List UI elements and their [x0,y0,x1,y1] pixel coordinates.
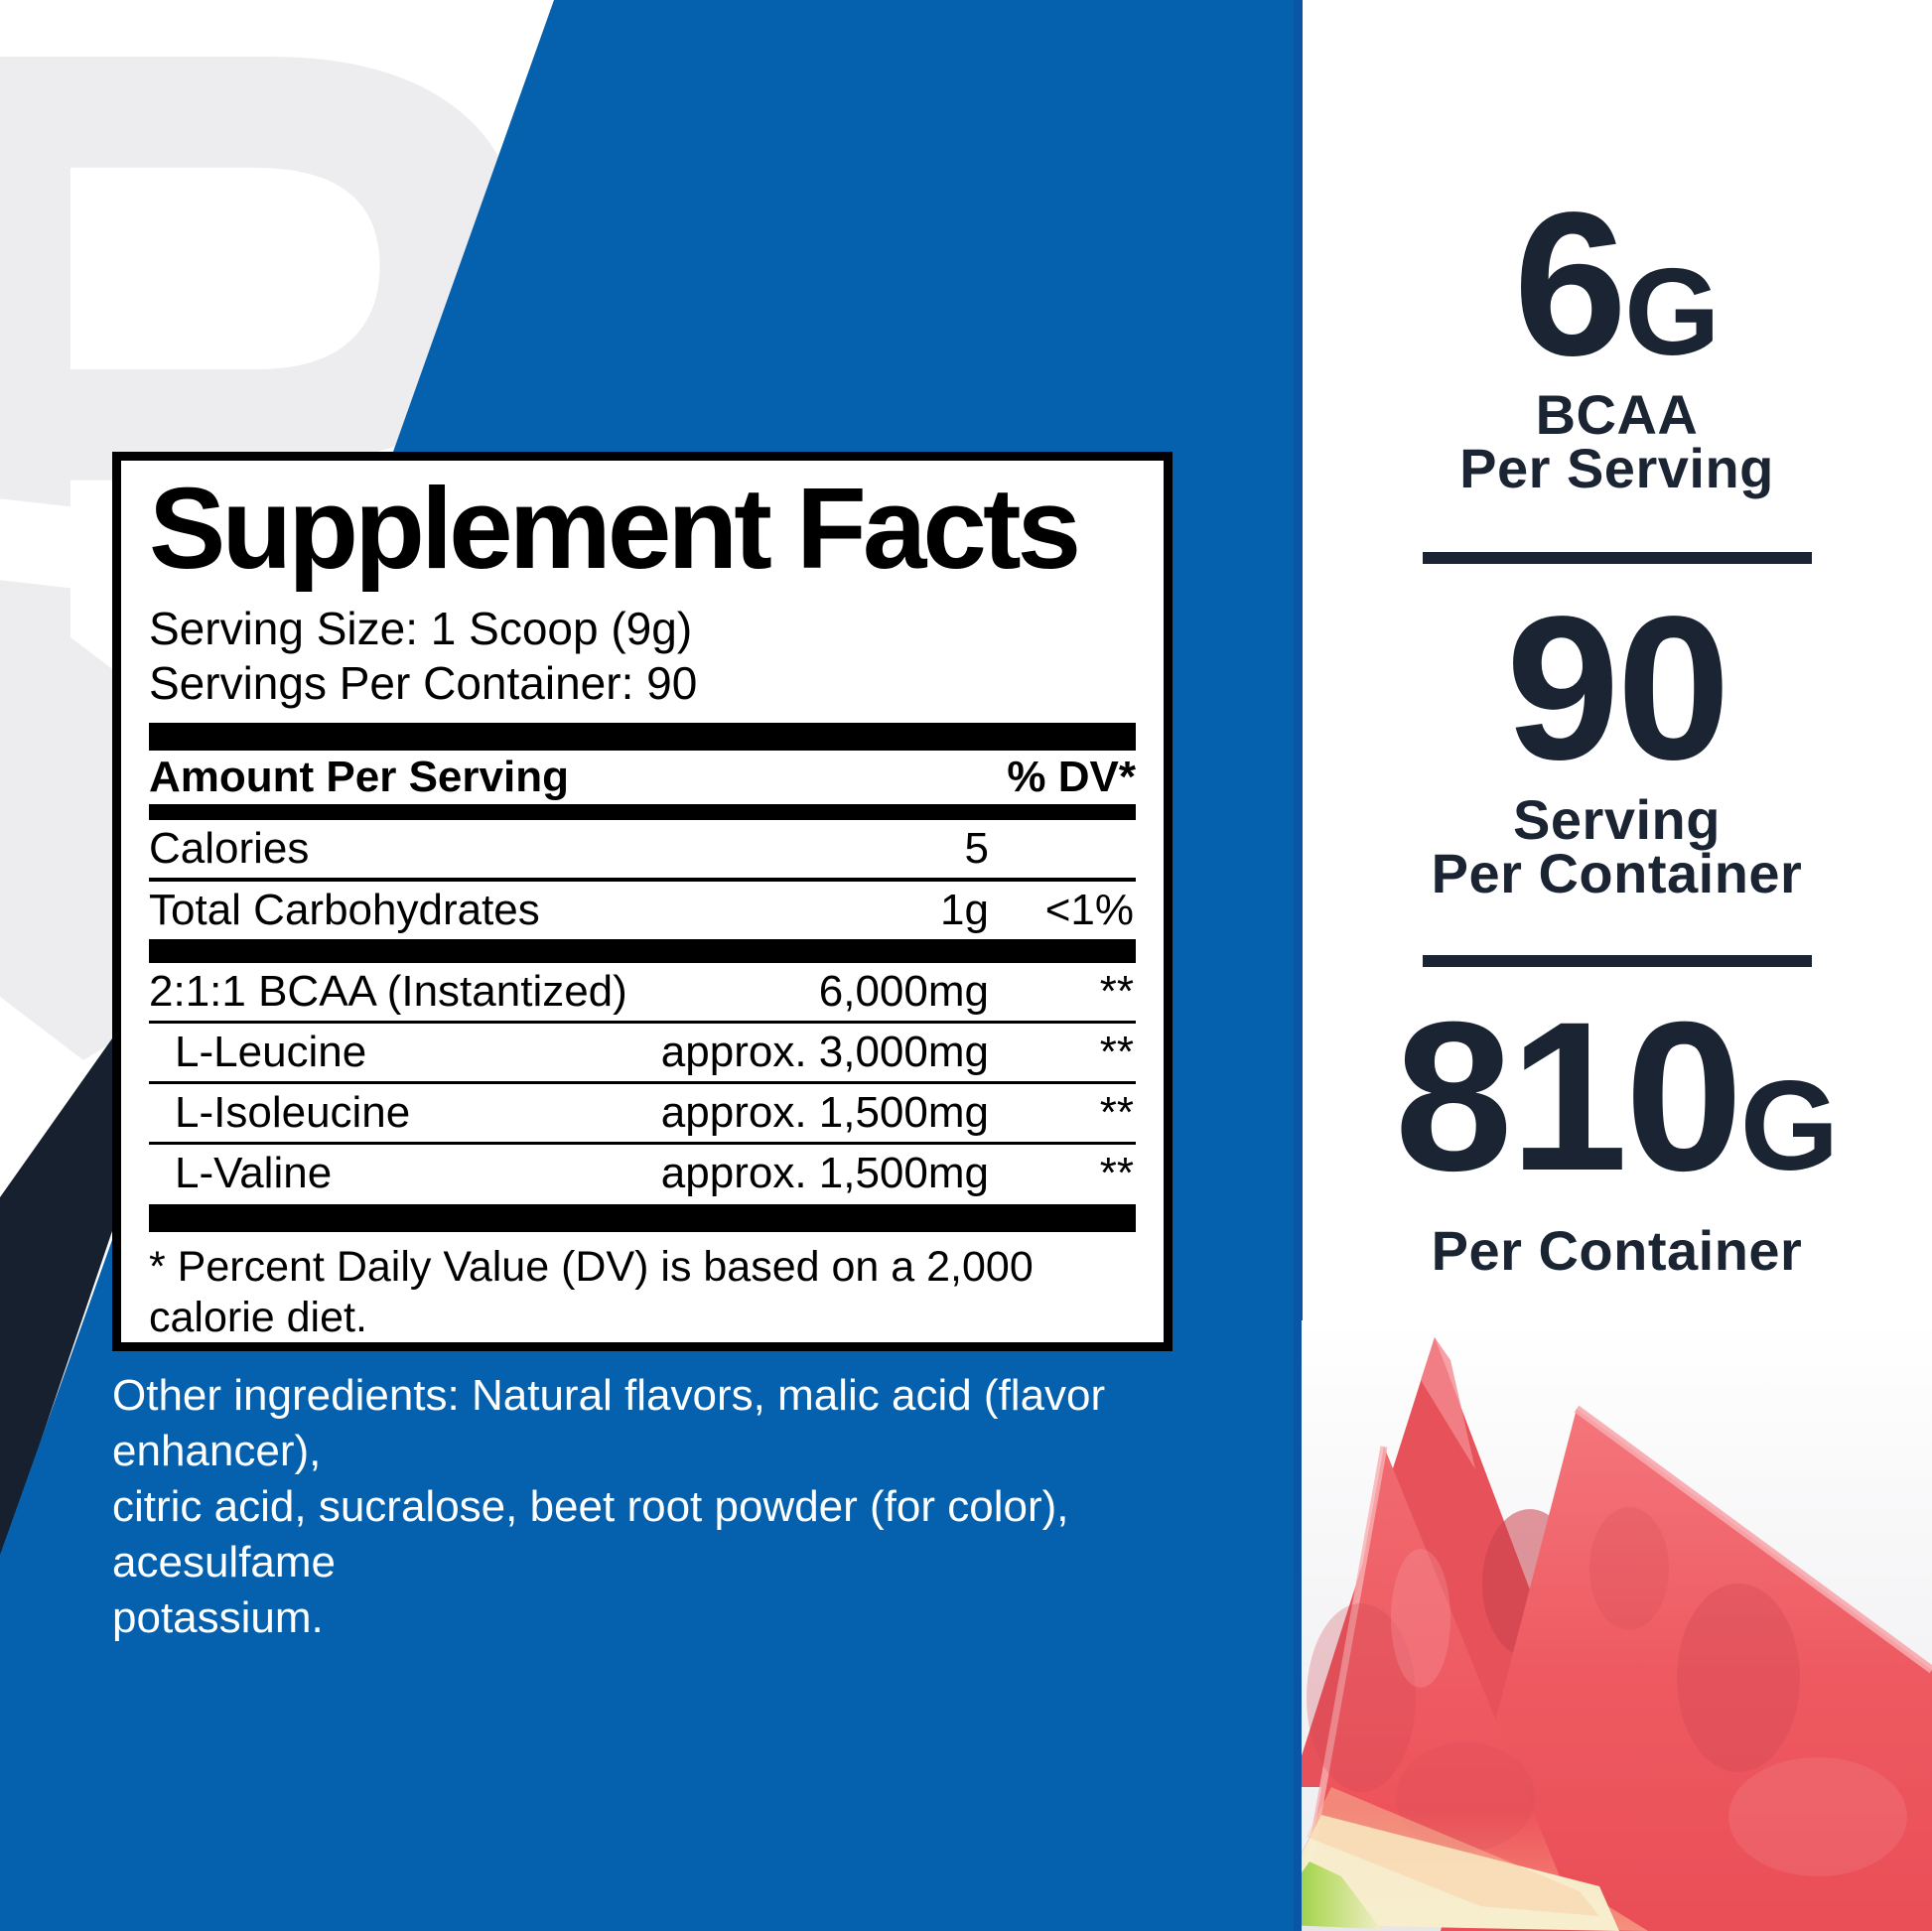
table-row-leucine: L-Leucine approx. 3,000mg ** [149,1024,1136,1084]
stats-column: 6G BCAA Per Serving 90 Serving Per Conta… [1302,0,1932,1931]
row-dv: ** [1099,1087,1134,1137]
slice-texture [1589,1507,1669,1630]
table-row-bcaa: 2:1:1 BCAA (Instantized) 6,000mg ** [149,963,1136,1024]
row-name: L-Leucine [175,1027,367,1076]
stat-label-per-serving: Per Serving [1459,437,1774,499]
table-row-calories: Calories 5 [149,820,1136,882]
watermelon-slice-left [1302,1447,1648,1931]
slice-texture [1728,1757,1907,1876]
separator-bar [149,938,1136,963]
row-amount: 6,000mg [818,966,989,1016]
stat-grams-per-container-value: 810G [1302,991,1932,1203]
table-row-isoleucine: L-Isoleucine approx. 1,500mg ** [149,1084,1136,1145]
separator-bar [149,803,1136,820]
watermelon-slice-right [1441,1409,1932,1931]
row-name: 2:1:1 BCAA (Instantized) [149,966,627,1016]
row-amount: 5 [964,823,989,873]
stat-label-serving: Serving [1513,788,1721,851]
serving-info: Serving Size: 1 Scoop (9g) Servings Per … [149,602,1136,711]
slice-edge-highlight [1574,1405,1932,1674]
row-name: L-Isoleucine [175,1087,411,1137]
ingredients-line: Other ingredients: Natural flavors, mali… [112,1371,1106,1475]
footnote-dv: * Percent Daily Value (DV) is based on a… [149,1242,1034,1341]
table-header-row: Amount Per Serving % DV* [149,751,1136,804]
watermark-leg [0,584,149,1060]
divider [1422,955,1812,967]
stat-label-per-container: Per Container [1431,842,1803,904]
row-amount: approx. 3,000mg [660,1027,989,1076]
watermelon-rind-green [1302,1862,1381,1929]
row-amount: approx. 1,500mg [660,1087,989,1137]
header-percent-dv: % DV* [1007,752,1136,801]
other-ingredients-text: Other ingredients: Natural flavors, mali… [112,1368,1194,1646]
ingredients-line: potassium. [112,1593,324,1642]
slice-texture [1307,1603,1416,1792]
panel-title: Supplement Facts [149,464,1081,593]
rind-transition [1307,1787,1599,1916]
table-row-carbohydrates: Total Carbohydrates 1g <1% [149,882,1136,939]
white-wedge [0,997,83,1197]
table-row-valine: L-Valine approx. 1,500mg ** [149,1145,1136,1202]
separator-bar [149,722,1136,751]
ingredients-line: citric acid, sucralose, beet root powder… [112,1482,1069,1586]
row-name: Total Carbohydrates [149,885,540,934]
row-dv: ** [1099,1027,1134,1076]
watermelon-image [1302,1320,1932,1931]
row-dv: ** [1099,1148,1134,1197]
footnotes: * Percent Daily Value (DV) is based on a… [149,1242,1136,1351]
servings-per-container: Servings Per Container: 90 [149,656,698,709]
stat-servings-value: 90 [1302,586,1932,790]
navy-chevron [0,1038,112,1561]
watermelon-rind-pale [1302,1815,1619,1931]
slice-texture [1677,1584,1800,1772]
row-amount: approx. 1,500mg [660,1148,989,1197]
row-dv: ** [1099,966,1134,1016]
row-name: Calories [149,823,310,873]
stat-label-per-container: Per Container [1431,1219,1803,1282]
row-amount: 1g [940,885,989,934]
header-amount-per-serving: Amount Per Serving [149,752,569,801]
separator-bar [149,1203,1136,1232]
serving-size: Serving Size: 1 Scoop (9g) [149,602,693,654]
stat-label-bcaa: BCAA [1535,383,1699,446]
stat-number: 6 [1513,170,1627,398]
slice-texture [1396,1742,1535,1852]
row-name: L-Valine [175,1148,333,1197]
slice-texture [1391,1549,1450,1688]
supplement-facts-panel: Supplement Facts Serving Size: 1 Scoop (… [112,452,1173,1351]
slice-highlight [1421,1337,1475,1469]
footnote-not-established: ** Daily Value not established. [149,1343,1136,1351]
blue-edge-line [1294,0,1303,1931]
divider [1422,552,1812,564]
stat-unit: G [1739,1055,1840,1197]
row-dv: <1% [1044,885,1134,934]
stat-bcaa-per-serving-value: 6G [1302,182,1932,386]
stat-number: 810 [1394,978,1743,1215]
stat-number: 90 [1505,574,1730,802]
stat-unit: G [1624,244,1721,381]
